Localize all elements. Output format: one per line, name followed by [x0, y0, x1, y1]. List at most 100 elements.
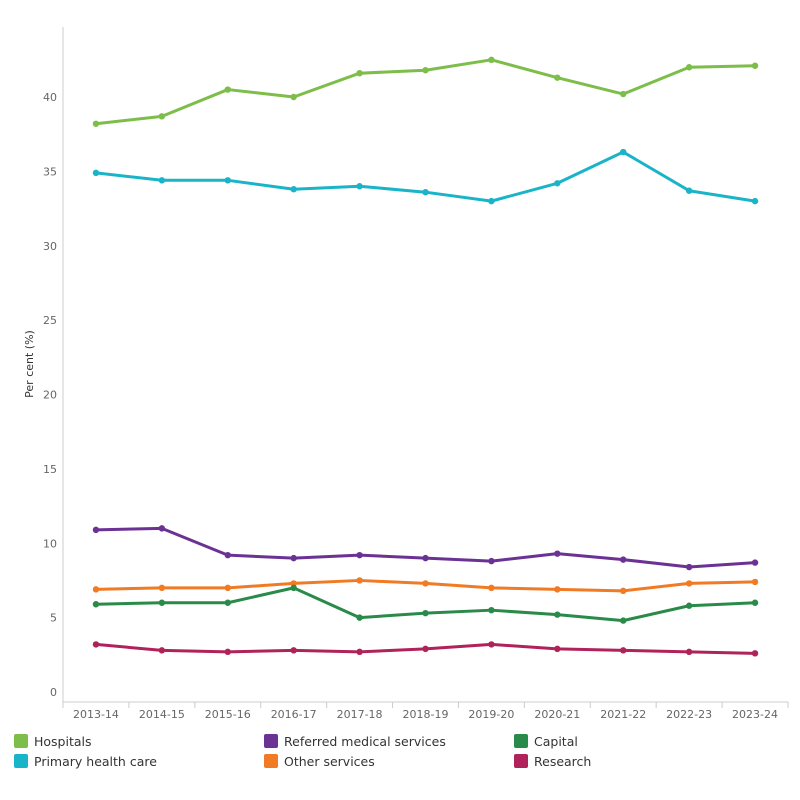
data-point-research[interactable]	[290, 647, 297, 654]
data-point-hospitals[interactable]	[488, 56, 495, 64]
data-point-referred-medical-services[interactable]	[685, 563, 693, 571]
data-point-research[interactable]	[488, 641, 495, 648]
data-point-hospitals[interactable]	[224, 86, 231, 93]
data-point-referred-medical-services[interactable]	[356, 551, 363, 559]
legend-label-research: Research	[534, 753, 592, 769]
data-point-primary-health-care[interactable]	[620, 148, 627, 156]
data-point-capital[interactable]	[554, 611, 561, 618]
data-point-primary-health-care[interactable]	[290, 186, 297, 193]
data-point-referred-medical-services[interactable]	[92, 526, 100, 534]
data-point-research[interactable]	[554, 645, 561, 653]
data-point-primary-health-care[interactable]	[92, 169, 100, 177]
x-tick-label: 2018-19	[403, 708, 449, 721]
data-point-primary-health-care[interactable]	[488, 197, 495, 205]
x-tick-label: 2020-21	[534, 708, 580, 721]
data-point-referred-medical-services[interactable]	[422, 554, 429, 562]
y-tick-label: 5	[50, 612, 57, 625]
data-point-research[interactable]	[92, 641, 100, 648]
legend-swatch-hospitals	[14, 734, 28, 748]
series-capital	[92, 584, 759, 624]
data-point-research[interactable]	[224, 648, 231, 656]
x-tick-label: 2016-17	[271, 708, 317, 721]
data-point-primary-health-care[interactable]	[685, 187, 693, 194]
legend-item-capital[interactable]: Capital	[514, 732, 578, 750]
data-point-primary-health-care[interactable]	[751, 197, 759, 205]
legend-swatch-research	[514, 754, 528, 768]
data-point-primary-health-care[interactable]	[422, 189, 429, 196]
data-point-other-services[interactable]	[92, 586, 100, 593]
data-point-capital[interactable]	[290, 584, 297, 592]
legend-item-referred-medical-services[interactable]: Referred medical services	[264, 732, 446, 750]
legend-item-research[interactable]: Research	[514, 752, 591, 770]
data-point-capital[interactable]	[751, 599, 759, 606]
data-point-capital[interactable]	[620, 617, 627, 624]
data-point-other-services[interactable]	[224, 584, 231, 592]
x-tick-label: 2022-23	[666, 708, 712, 721]
data-point-hospitals[interactable]	[554, 74, 561, 81]
legend-swatch-other-services	[264, 754, 278, 768]
legend-label-referred-medical-services: Referred medical services	[284, 733, 446, 749]
x-tick-label: 2013-14	[73, 708, 119, 721]
y-tick-label: 40	[43, 91, 57, 104]
data-point-hospitals[interactable]	[92, 120, 100, 127]
x-tick-label: 2023-24	[732, 708, 778, 721]
data-point-hospitals[interactable]	[422, 67, 429, 74]
data-point-hospitals[interactable]	[685, 64, 693, 71]
y-tick-label: 35	[43, 165, 57, 178]
series-research	[92, 641, 759, 657]
y-tick-label: 20	[43, 389, 57, 402]
legend-label-other-services: Other services	[284, 753, 375, 769]
x-tick-label: 2017-18	[337, 708, 383, 721]
data-point-referred-medical-services[interactable]	[290, 554, 297, 562]
data-point-other-services[interactable]	[488, 584, 495, 592]
data-point-referred-medical-services[interactable]	[751, 559, 759, 566]
x-tick-label: 2015-16	[205, 708, 251, 721]
legend-item-primary-health-care[interactable]: Primary health care	[14, 752, 157, 770]
data-point-primary-health-care[interactable]	[224, 177, 231, 184]
data-point-other-services[interactable]	[290, 580, 297, 587]
y-tick-label: 0	[50, 686, 57, 699]
data-point-referred-medical-services[interactable]	[488, 557, 495, 565]
data-point-referred-medical-services[interactable]	[158, 525, 166, 532]
series-other-services	[92, 577, 759, 595]
data-point-other-services[interactable]	[158, 584, 166, 592]
legend-item-other-services[interactable]: Other services	[264, 752, 375, 770]
data-point-hospitals[interactable]	[620, 90, 627, 98]
data-point-research[interactable]	[356, 648, 363, 656]
data-point-capital[interactable]	[224, 599, 231, 606]
data-point-referred-medical-services[interactable]	[620, 556, 627, 563]
series-primary-health-care	[92, 148, 759, 205]
data-point-hospitals[interactable]	[290, 93, 297, 101]
legend-swatch-primary-health-care	[14, 754, 28, 768]
data-point-referred-medical-services[interactable]	[224, 551, 231, 559]
data-point-capital[interactable]	[356, 614, 363, 621]
data-point-capital[interactable]	[422, 609, 429, 617]
data-point-research[interactable]	[422, 645, 429, 653]
data-point-research[interactable]	[685, 648, 693, 656]
data-point-referred-medical-services[interactable]	[554, 550, 561, 557]
data-point-research[interactable]	[620, 647, 627, 654]
data-point-primary-health-care[interactable]	[158, 177, 166, 184]
data-point-other-services[interactable]	[554, 586, 561, 593]
data-point-other-services[interactable]	[620, 587, 627, 595]
data-point-other-services[interactable]	[356, 577, 363, 584]
legend-label-capital: Capital	[534, 733, 578, 749]
legend-swatch-capital	[514, 734, 528, 748]
data-point-capital[interactable]	[92, 601, 100, 608]
data-point-other-services[interactable]	[751, 578, 759, 586]
data-point-other-services[interactable]	[685, 580, 693, 587]
data-point-hospitals[interactable]	[751, 62, 759, 69]
data-point-capital[interactable]	[488, 606, 495, 614]
data-point-hospitals[interactable]	[158, 113, 166, 120]
data-point-capital[interactable]	[158, 599, 166, 606]
data-point-research[interactable]	[158, 647, 166, 654]
legend-item-hospitals[interactable]: Hospitals	[14, 732, 92, 750]
data-point-primary-health-care[interactable]	[356, 183, 363, 190]
data-point-capital[interactable]	[685, 602, 693, 609]
x-tick-label: 2021-22	[600, 708, 646, 721]
series-hospitals	[92, 56, 759, 127]
data-point-hospitals[interactable]	[356, 70, 363, 77]
data-point-research[interactable]	[751, 650, 759, 657]
data-point-other-services[interactable]	[422, 580, 429, 587]
data-point-primary-health-care[interactable]	[554, 180, 561, 187]
